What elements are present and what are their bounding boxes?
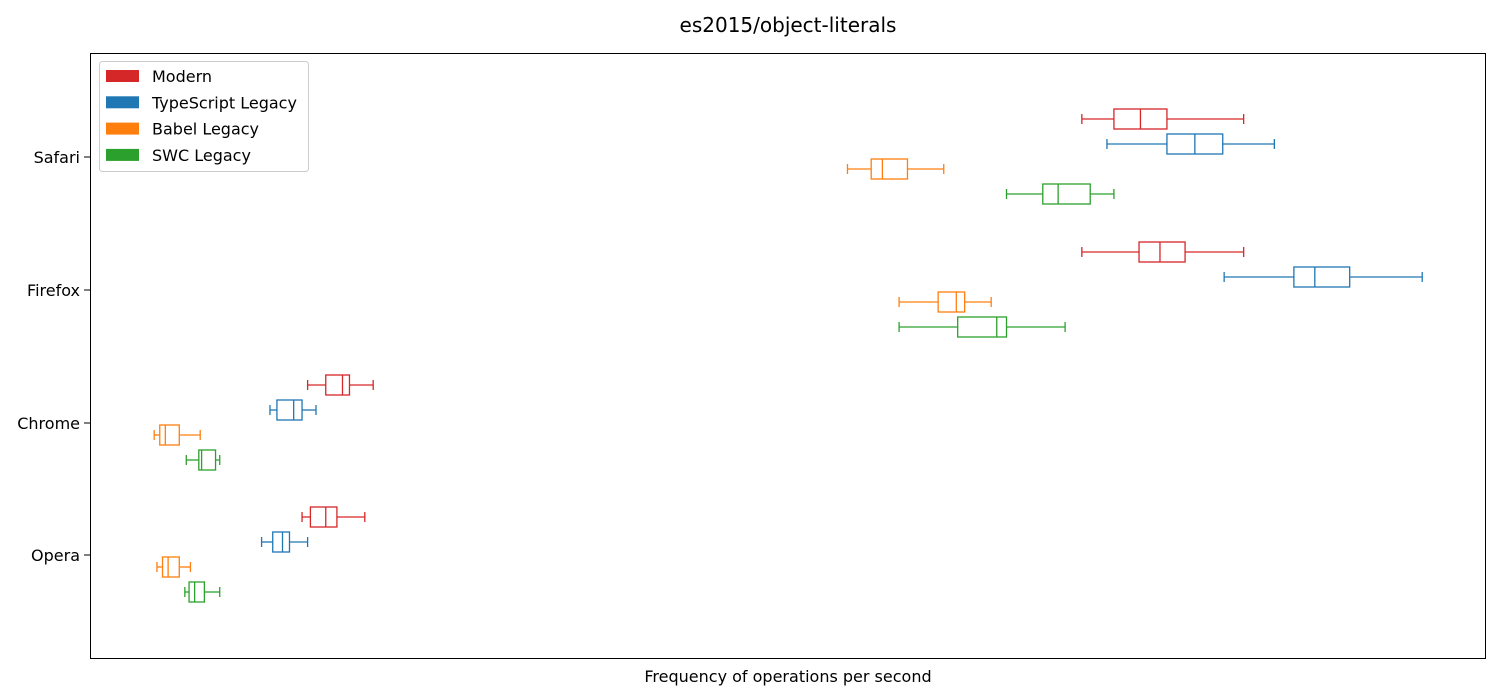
legend: Modern TypeScript Legacy Babel Legacy SWC L… — [99, 61, 309, 172]
box-modern-opera — [301, 506, 366, 528]
box-babel-legacy-chrome — [153, 424, 201, 446]
series-typescript-legacy — [260, 133, 1423, 553]
box-typescript-legacy-opera — [260, 531, 309, 553]
box-babel-legacy-firefox — [898, 291, 992, 313]
box-swc-legacy-safari — [1005, 183, 1115, 205]
y-tick-label-opera: Opera — [31, 546, 80, 565]
series-modern — [301, 108, 1245, 528]
y-tick-label-firefox: Firefox — [27, 281, 80, 300]
box-typescript-legacy-chrome — [269, 399, 317, 421]
box-iqr — [1042, 183, 1091, 205]
box-iqr — [161, 556, 180, 578]
legend-label: TypeScript Legacy — [151, 93, 297, 112]
box-iqr — [870, 158, 909, 180]
box-typescript-legacy-safari — [1106, 133, 1276, 155]
y-tick-label-chrome: Chrome — [17, 414, 80, 433]
chart-title: es2015/object-literals — [680, 13, 897, 37]
y-tick-label-safari: Safari — [34, 148, 80, 167]
box-iqr — [309, 506, 338, 528]
box-babel-legacy-opera — [156, 556, 192, 578]
legend-frame — [99, 61, 309, 172]
box-iqr — [1138, 241, 1186, 263]
box-iqr — [937, 291, 966, 313]
box-modern-safari — [1081, 108, 1245, 130]
legend-swatch — [106, 148, 139, 161]
box-modern-firefox — [1081, 241, 1245, 263]
legend-swatch — [106, 122, 139, 135]
legend-item-typescript-legacy: TypeScript Legacy — [106, 93, 297, 112]
box-series-group — [153, 108, 1423, 603]
box-babel-legacy-safari — [846, 158, 945, 180]
legend-item-modern: Modern — [106, 67, 212, 86]
box-iqr — [1293, 266, 1351, 288]
legend-item-swc-legacy: SWC Legacy — [106, 146, 251, 165]
series-babel-legacy — [153, 158, 992, 578]
box-swc-legacy-firefox — [898, 316, 1066, 338]
box-iqr — [272, 531, 291, 553]
box-iqr — [188, 581, 206, 603]
x-axis-label: Frequency of operations per second — [644, 667, 931, 686]
box-modern-chrome — [306, 374, 374, 396]
box-iqr — [957, 316, 1008, 338]
box-iqr — [276, 399, 303, 421]
box-swc-legacy-chrome — [185, 449, 221, 471]
legend-swatch — [106, 70, 139, 82]
box-iqr — [159, 424, 180, 446]
legend-item-babel-legacy: Babel Legacy — [106, 120, 259, 139]
box-iqr — [198, 449, 217, 471]
legend-label: Babel Legacy — [152, 120, 259, 139]
y-axis: Safari Firefox Chrome Opera — [17, 148, 90, 565]
box-swc-legacy-opera — [184, 581, 221, 603]
legend-label: Modern — [152, 67, 212, 86]
box-typescript-legacy-firefox — [1223, 266, 1423, 288]
plot-area-frame — [90, 53, 1486, 659]
box-iqr — [325, 374, 351, 396]
series-swc-legacy — [184, 183, 1115, 603]
legend-label: SWC Legacy — [152, 146, 251, 165]
legend-swatch — [106, 96, 139, 109]
